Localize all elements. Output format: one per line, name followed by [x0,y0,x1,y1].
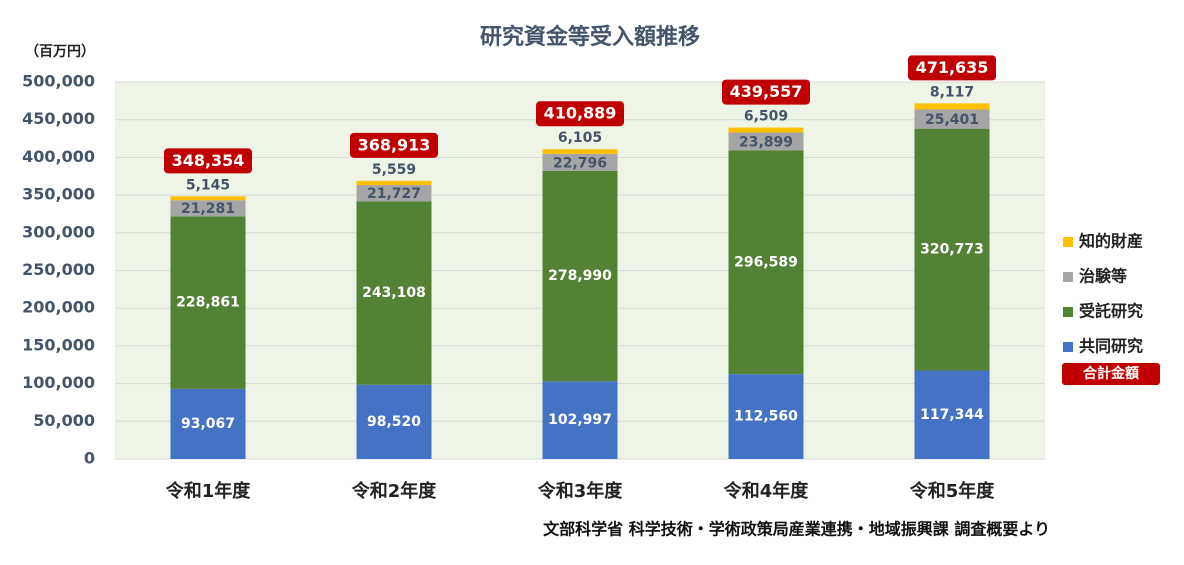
bar-segment [170,200,246,217]
y-tick-label: 250,000 [22,260,95,279]
x-tick-label: 令和1年度 [165,480,252,502]
total-box [908,55,996,81]
total-label: 439,557 [730,82,803,101]
value-label: 5,559 [372,162,416,178]
value-label: 21,727 [367,186,421,202]
total-label: 368,913 [358,135,431,154]
total-label: 471,635 [916,58,989,77]
y-tick-label: 150,000 [22,335,95,354]
legend-total-label: 合計金額 [1083,365,1139,382]
value-label: 296,589 [734,254,798,270]
y-tick-label: 0 [84,449,95,468]
bar-segment [914,103,990,110]
x-tick-label: 令和5年度 [909,480,996,502]
total-box [164,148,252,174]
total-label: 348,354 [172,151,245,170]
value-label: 102,997 [548,412,612,428]
legend-label: 知的財産 [1079,232,1143,251]
value-label: 22,796 [553,155,607,171]
y-tick-label: 500,000 [22,72,95,91]
value-label: 243,108 [362,285,426,301]
value-label: 6,509 [744,109,788,125]
value-label: 8,117 [930,84,974,100]
bar-segment [356,180,432,186]
total-box [536,101,624,127]
bar-segment [542,149,618,154]
bar-segment [914,128,990,371]
bar-segment [356,185,432,202]
bar-segment [914,109,990,129]
y-tick-label: 400,000 [22,147,95,166]
y-tick-label: 50,000 [33,411,95,430]
y-tick-label: 350,000 [22,185,95,204]
bar-segment [914,370,990,459]
bar-segment [542,170,618,382]
value-label: 93,067 [181,416,235,432]
legend-total-box [1062,363,1160,385]
value-label: 5,145 [186,177,230,193]
x-tick-label: 令和2年度 [351,480,438,502]
bar-segment [356,384,432,459]
bar-segment [728,150,804,375]
legend-swatch [1063,342,1073,352]
total-label: 410,889 [544,104,617,123]
y-tick-label: 450,000 [22,109,95,128]
value-label: 117,344 [920,407,984,423]
total-box [722,79,810,105]
bar-segment [170,388,246,459]
bar-segment [170,216,246,389]
bar-segment [356,201,432,385]
value-label: 278,990 [548,268,612,284]
bar-segment [728,127,804,133]
x-tick-label: 令和4年度 [723,480,810,502]
legend-swatch [1063,272,1073,282]
legend-label: 受託研究 [1079,302,1143,321]
y-unit-label: （百万円） [25,44,95,60]
value-label: 320,773 [920,242,984,258]
value-label: 21,281 [181,201,235,217]
y-tick-label: 200,000 [22,298,95,317]
legend-label: 治験等 [1079,267,1127,286]
source-note: 文部科学省 科学技術・学術政策局産業連携・地域振興課 調査概要より [543,520,1050,539]
legend-swatch [1063,237,1073,247]
y-tick-label: 300,000 [22,222,95,241]
legend-label: 共同研究 [1079,337,1143,356]
x-tick-label: 令和3年度 [537,480,624,502]
value-label: 25,401 [925,112,979,128]
chart-title: 研究資金等受入額推移 [480,24,700,50]
bar-segment [542,153,618,171]
y-tick-label: 100,000 [22,373,95,392]
bar-segment [728,132,804,151]
bar-segment [170,196,246,201]
value-label: 6,105 [558,130,602,146]
value-label: 23,899 [739,134,793,150]
value-label: 98,520 [367,414,421,430]
total-box [350,132,438,158]
bar-segment [728,374,804,459]
bar-segment [542,381,618,459]
value-label: 228,861 [176,295,240,311]
value-label: 112,560 [734,409,798,425]
legend-swatch [1063,307,1073,317]
